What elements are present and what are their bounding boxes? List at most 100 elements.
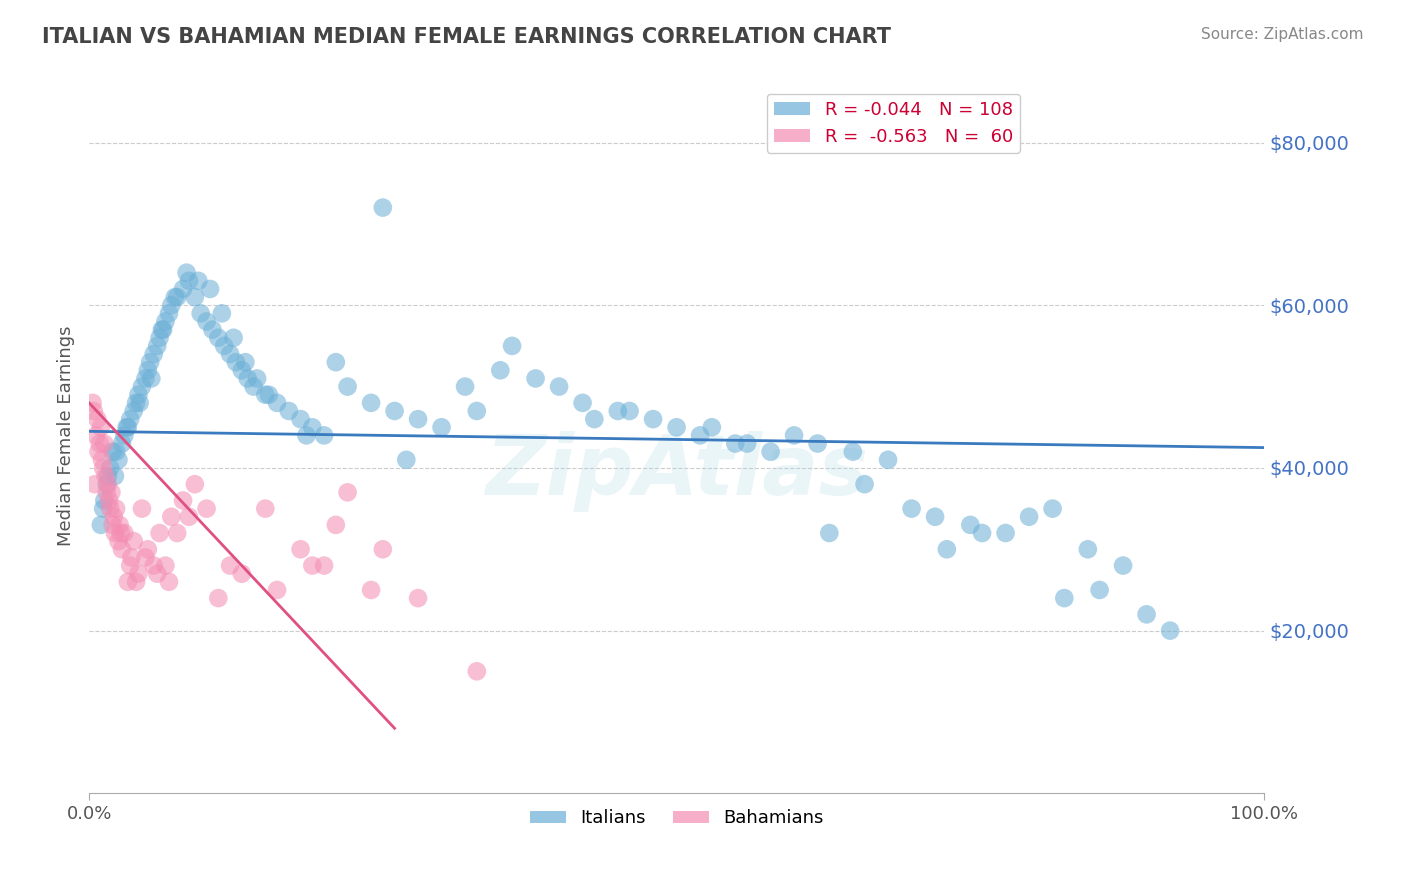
- Point: [489, 363, 512, 377]
- Point: [82, 396, 104, 410]
- Text: ZipAtlas: ZipAtlas: [485, 431, 868, 512]
- Point: [395, 452, 418, 467]
- Point: [571, 396, 593, 410]
- Point: [257, 388, 280, 402]
- Point: [454, 379, 477, 393]
- Point: [1088, 582, 1111, 597]
- Point: [1053, 591, 1076, 606]
- Text: Source: ZipAtlas.com: Source: ZipAtlas.com: [1201, 27, 1364, 42]
- Point: [641, 412, 664, 426]
- Point: [187, 274, 209, 288]
- Point: [254, 388, 277, 402]
- Point: [90, 420, 112, 434]
- Point: [994, 526, 1017, 541]
- Point: [207, 591, 229, 606]
- Point: [112, 428, 135, 442]
- Point: [583, 412, 606, 426]
- Point: [501, 339, 523, 353]
- Point: [465, 665, 488, 679]
- Point: [548, 379, 571, 393]
- Text: ITALIAN VS BAHAMIAN MEDIAN FEMALE EARNINGS CORRELATION CHART: ITALIAN VS BAHAMIAN MEDIAN FEMALE EARNIN…: [42, 27, 891, 46]
- Point: [141, 371, 163, 385]
- Point: [177, 274, 200, 288]
- Point: [122, 534, 145, 549]
- Point: [101, 444, 124, 458]
- Point: [93, 436, 115, 450]
- Point: [177, 509, 200, 524]
- Y-axis label: Median Female Earnings: Median Female Earnings: [58, 326, 75, 546]
- Point: [312, 558, 335, 573]
- Point: [818, 526, 841, 541]
- Point: [1159, 624, 1181, 638]
- Point: [89, 436, 111, 450]
- Point: [117, 420, 139, 434]
- Point: [842, 444, 865, 458]
- Point: [277, 404, 299, 418]
- Point: [142, 558, 165, 573]
- Point: [172, 282, 194, 296]
- Point: [105, 501, 128, 516]
- Point: [104, 469, 127, 483]
- Point: [91, 501, 114, 516]
- Point: [689, 428, 711, 442]
- Point: [970, 526, 993, 541]
- Point: [134, 550, 156, 565]
- Point: [295, 428, 318, 442]
- Point: [384, 404, 406, 418]
- Point: [266, 582, 288, 597]
- Point: [97, 469, 120, 483]
- Point: [87, 444, 110, 458]
- Point: [924, 509, 946, 524]
- Point: [117, 574, 139, 589]
- Point: [103, 509, 125, 524]
- Point: [96, 477, 118, 491]
- Point: [1077, 542, 1099, 557]
- Point: [172, 493, 194, 508]
- Point: [195, 314, 218, 328]
- Point: [231, 566, 253, 581]
- Point: [900, 501, 922, 516]
- Point: [98, 461, 121, 475]
- Point: [406, 412, 429, 426]
- Point: [148, 331, 170, 345]
- Point: [219, 347, 242, 361]
- Point: [371, 542, 394, 557]
- Point: [105, 444, 128, 458]
- Point: [935, 542, 957, 557]
- Point: [97, 477, 120, 491]
- Point: [371, 201, 394, 215]
- Point: [152, 323, 174, 337]
- Point: [406, 591, 429, 606]
- Point: [139, 355, 162, 369]
- Point: [111, 542, 134, 557]
- Point: [290, 542, 312, 557]
- Point: [111, 436, 134, 450]
- Point: [184, 290, 207, 304]
- Point: [125, 396, 148, 410]
- Point: [90, 517, 112, 532]
- Point: [110, 526, 132, 541]
- Point: [84, 477, 107, 491]
- Point: [1042, 501, 1064, 516]
- Point: [430, 420, 453, 434]
- Point: [325, 517, 347, 532]
- Point: [301, 558, 323, 573]
- Point: [94, 469, 117, 483]
- Point: [125, 574, 148, 589]
- Point: [222, 331, 245, 345]
- Point: [290, 412, 312, 426]
- Point: [219, 558, 242, 573]
- Point: [148, 526, 170, 541]
- Point: [107, 534, 129, 549]
- Point: [96, 485, 118, 500]
- Point: [301, 420, 323, 434]
- Legend: Italians, Bahamians: Italians, Bahamians: [522, 802, 831, 834]
- Point: [93, 493, 115, 508]
- Point: [242, 379, 264, 393]
- Point: [127, 388, 149, 402]
- Point: [254, 501, 277, 516]
- Point: [233, 355, 256, 369]
- Point: [146, 339, 169, 353]
- Point: [157, 306, 180, 320]
- Point: [806, 436, 828, 450]
